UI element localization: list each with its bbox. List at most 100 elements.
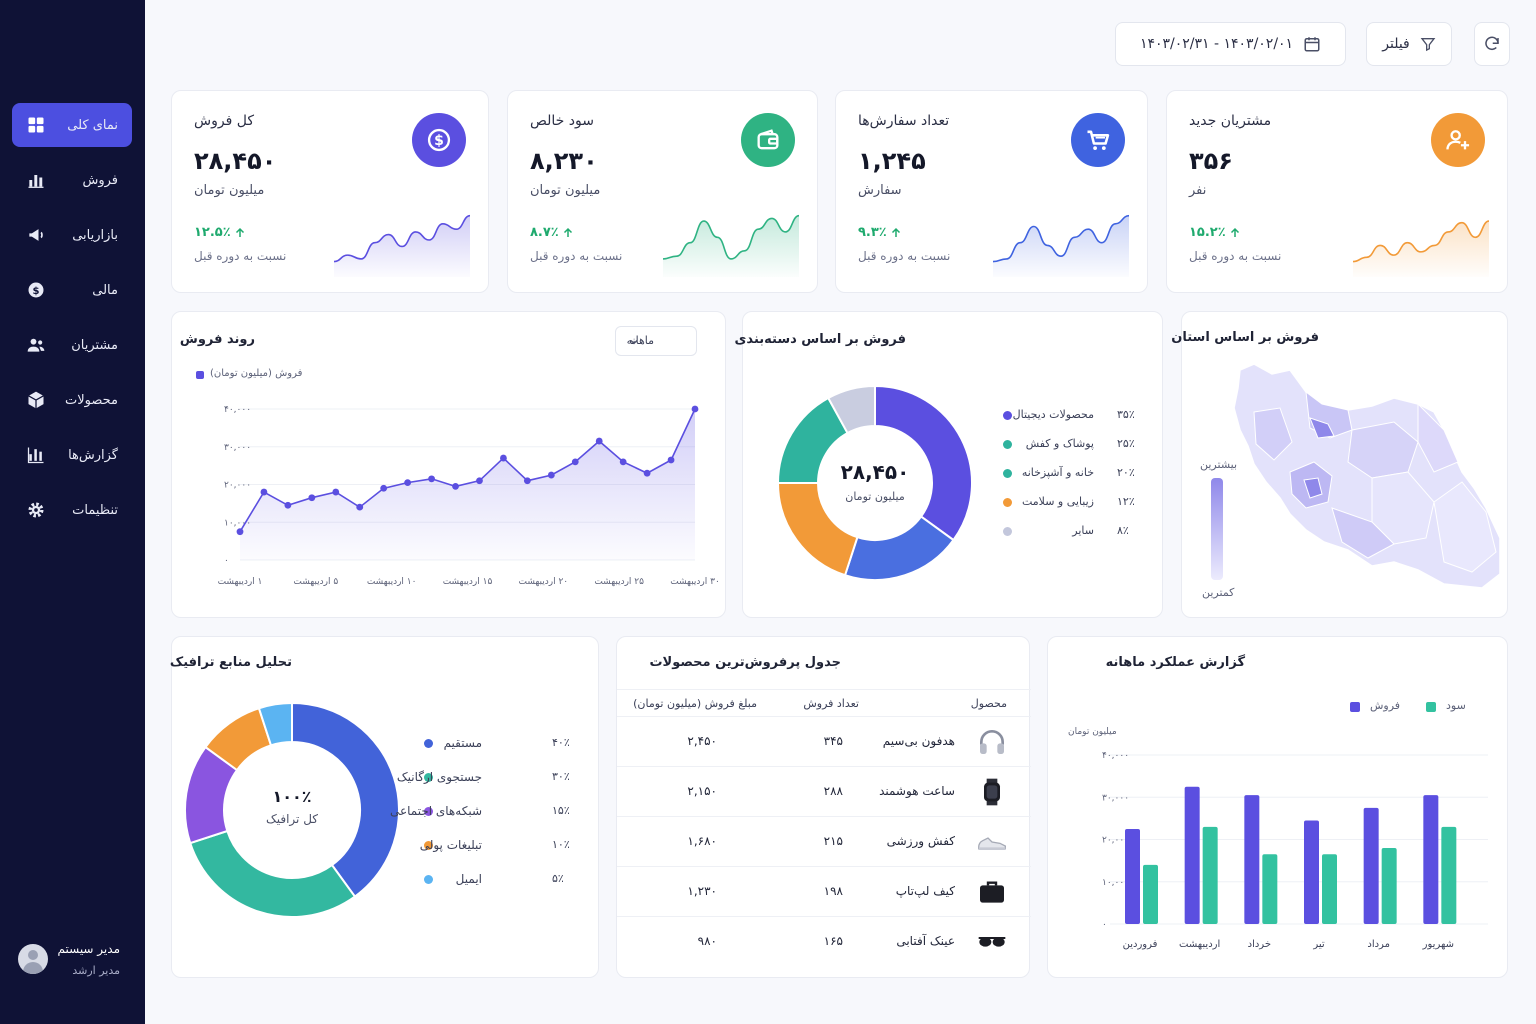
y-tick-label: ۲۰,۰۰۰ <box>224 481 251 491</box>
legend-dot <box>1003 498 1012 507</box>
dollar-icon: $ <box>427 128 451 152</box>
legend-dot <box>424 841 433 850</box>
bar-sales <box>1184 786 1200 924</box>
sidebar-item-8[interactable]: تنظیمات <box>12 488 132 532</box>
trend-point <box>404 479 412 487</box>
bar-sales <box>1423 795 1439 924</box>
legend-pct: ۵٪ <box>552 872 564 885</box>
col-header-amount: مبلغ فروش (میلیون تومان) <box>633 697 757 710</box>
sidebar-item-label: مشتریان <box>71 337 118 353</box>
period-select[interactable]: ماهانه <box>615 326 697 356</box>
sidebar-item-1[interactable]: نمای کلی <box>12 103 132 147</box>
map-color-scale <box>1211 478 1223 580</box>
sidebar-item-5[interactable]: مشتریان <box>12 323 132 367</box>
user-profile[interactable]: مدیر سیستم مدیر ارشد <box>14 940 136 984</box>
x-tick-label: ۳۰ اردیبهشت <box>670 577 720 587</box>
table-row[interactable]: کفش ورزشی ۲۱۵ ۱,۶۸۰ <box>617 816 1031 866</box>
table-row[interactable]: هدفون بی‌سیم ۳۴۵ ۲,۴۵۰ <box>617 716 1031 766</box>
x-tick-label: ۱۵ اردیبهشت <box>443 577 493 587</box>
trend-line <box>239 408 696 533</box>
date-range-picker[interactable]: ۱۴۰۳/۰۲/۰۱ - ۱۴۰۳/۰۲/۳۱ <box>1115 22 1346 66</box>
legend-label: خانه و آشپزخانه <box>1021 466 1094 479</box>
kpi-title: سود خالص <box>530 113 594 129</box>
table-divider <box>617 689 1031 690</box>
legend-label: شبکه‌های اجتماعی <box>389 804 482 818</box>
y-tick-label: ۱۰,۰۰۰ <box>224 518 251 528</box>
trend-point <box>500 454 507 462</box>
kpi-unit: نفر <box>1189 183 1207 198</box>
kpi-change-value: ۸.۷٪ <box>530 225 559 240</box>
series-legend-label: فروش (میلیون تومان) <box>210 368 303 379</box>
traffic-donut-chart <box>184 701 400 918</box>
map-legend-low: کمترین <box>1202 586 1235 599</box>
sidebar-item-7[interactable]: گزارش‌ها <box>12 433 132 477</box>
bar-chart-icon <box>28 175 44 188</box>
y-tick-label: ۲۰,۰۰۰ <box>1102 836 1129 846</box>
legend-label: مستقیم <box>443 736 482 750</box>
refresh-button[interactable] <box>1474 22 1510 66</box>
kpi-change: ۹.۳٪ <box>858 225 902 240</box>
kpi-compare-label: نسبت به دوره قبل <box>1189 249 1282 263</box>
bar-sales <box>1363 807 1379 924</box>
trend-point <box>356 503 364 511</box>
arrow-up-icon <box>563 227 572 237</box>
legend-profit-label: سود <box>1446 699 1466 712</box>
legend-sales-label: فروش <box>1370 699 1401 712</box>
category-slice <box>874 384 973 542</box>
trend-point <box>523 477 531 485</box>
x-tick-label: ۱ اردیبهشت <box>218 577 263 587</box>
kpi-unit: میلیون تومان <box>530 183 601 198</box>
kpi-title: مشتریان جدید <box>1189 113 1272 129</box>
sidebar-item-4[interactable]: $ مالی <box>12 268 132 312</box>
trend-point <box>260 488 268 496</box>
table-row[interactable]: عینک آفتابی ۱۶۵ ۹۸۰ <box>617 916 1031 966</box>
calendar-icon <box>1304 37 1320 52</box>
monthly-bar-chart: ۰ ۱۰,۰۰۰ ۲۰,۰۰۰ ۳۰,۰۰۰ ۴۰,۰۰۰ فروردین اردیبهشت… <box>1102 751 1488 950</box>
category-slice <box>826 384 876 435</box>
avatar <box>18 944 48 974</box>
kpi-value: ۸,۲۳۰ <box>530 147 598 175</box>
legend-dot <box>1003 411 1012 420</box>
category-center-label: میلیون تومان <box>845 490 905 503</box>
dollar-icon: $ <box>28 282 44 298</box>
kpi-sparkline <box>333 214 471 277</box>
filter-button[interactable]: فیلتر <box>1366 22 1452 66</box>
x-tick-label: ۲۵ اردیبهشت <box>594 577 644 587</box>
sidebar-item-label: گزارش‌ها <box>68 447 118 463</box>
bar-sales <box>1244 795 1260 924</box>
product-name: هدفون بی‌سیم <box>882 734 955 748</box>
province-sales-title: فروش بر اساس استان <box>1171 330 1319 345</box>
box-icon <box>28 391 44 409</box>
table-row[interactable]: کیف لپ‌تاپ ۱۹۸ ۱,۲۳۰ <box>617 866 1031 916</box>
product-name: کفش ورزشی <box>886 834 955 848</box>
trend-point <box>691 405 699 413</box>
trend-point <box>428 475 435 483</box>
kpi-icon-wrap: $ <box>412 113 466 167</box>
province-sales-panel: فروش بر اساس استان بیشترین کمترین <box>1171 311 1508 618</box>
sidebar-item-2[interactable]: فروش <box>12 158 132 202</box>
cart-icon <box>1087 130 1110 151</box>
legend-dot <box>1003 527 1012 536</box>
x-tick-label: تیر <box>1312 939 1325 950</box>
x-tick-label: فروردین <box>1123 939 1158 950</box>
arrow-up-icon <box>1230 227 1239 237</box>
sidebar-item-6[interactable]: محصولات <box>12 378 132 422</box>
bag-icon <box>980 881 1004 903</box>
sunglasses-icon <box>978 937 1006 947</box>
legend-pct: ۲۵٪ <box>1117 437 1135 450</box>
refresh-icon <box>1485 36 1499 51</box>
table-row[interactable]: ساعت هوشمند ۲۸۸ ۲,۱۵۰ <box>617 766 1031 816</box>
traffic-sources-panel: تحلیل منابع ترافیک ۱۰۰٪ کل ترافیک مستقیم… <box>170 636 599 978</box>
trend-point <box>571 458 579 466</box>
svg-text:$: $ <box>434 133 444 149</box>
traffic-slice <box>257 701 293 747</box>
legend-pct: ۱۵٪ <box>552 804 570 817</box>
bar-profit <box>1262 854 1278 924</box>
sidebar-item-3[interactable]: بازاریابی <box>12 213 132 257</box>
legend-label: محصولات دیجیتال <box>1012 408 1094 421</box>
kpi-compare-label: نسبت به دوره قبل <box>530 249 623 263</box>
kpi-unit: سفارش <box>858 183 902 198</box>
sales-amount: ۹۸۰ <box>697 934 717 948</box>
smartwatch-icon <box>984 778 1000 806</box>
top-products-panel: جدول پرفروش‌ترین محصولات محصول تعداد فرو… <box>616 636 1031 978</box>
